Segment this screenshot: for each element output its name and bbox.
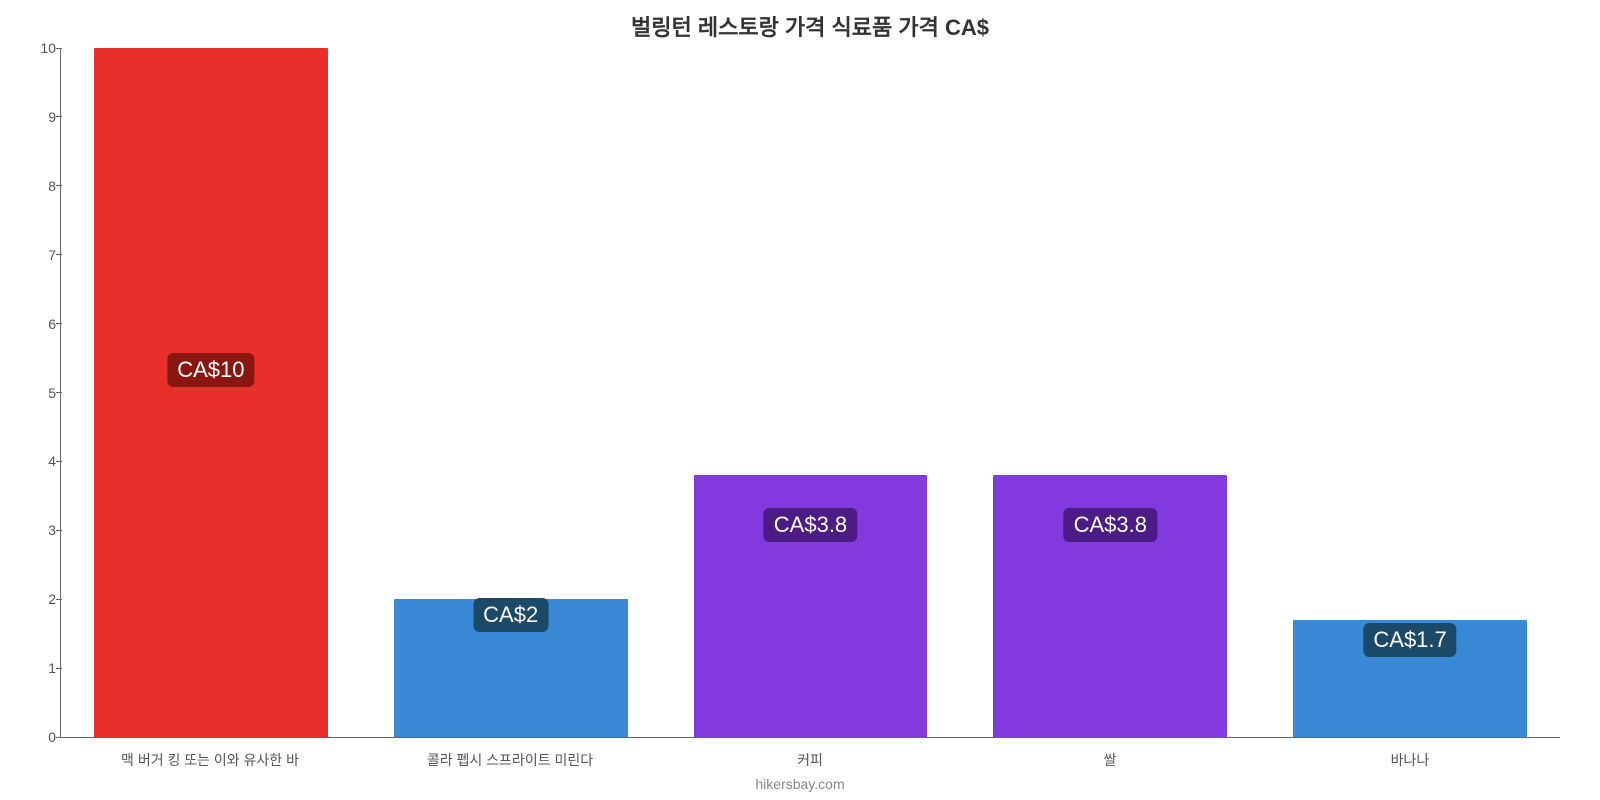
x-tick-label: 콜라 펩시 스프라이트 미린다	[360, 750, 660, 770]
bar-slot: CA$1.7	[1260, 48, 1560, 737]
bar-value-label: CA$3.8	[764, 508, 857, 542]
y-axis: 012345678910	[21, 48, 56, 737]
bar-slot: CA$3.8	[661, 48, 961, 737]
x-tick-label: 바나나	[1260, 750, 1560, 770]
bar-slot: CA$10	[61, 48, 361, 737]
y-tick-label: 0	[21, 729, 56, 745]
y-tick-label: 8	[21, 178, 56, 194]
bar-value-label: CA$2	[473, 598, 548, 632]
plot-area: 012345678910 CA$10CA$2CA$3.8CA$3.8CA$1.7	[60, 48, 1560, 738]
bar: CA$2	[394, 599, 628, 737]
price-bar-chart: 벌링턴 레스토랑 가격 식료품 가격 CA$ 0 1 2 3 4 5 6 7 8 9 10 CA$1…	[0, 0, 1600, 800]
bar: CA$1.7	[1293, 620, 1527, 737]
bar-slot: CA$2	[361, 48, 661, 737]
x-axis-labels: 맥 버거 킹 또는 이와 유사한 바콜라 펩시 스프라이트 미린다커피쌀바나나	[60, 750, 1560, 770]
x-tick-label: 쌀	[960, 750, 1260, 770]
y-tick-label: 9	[21, 109, 56, 125]
y-tick-label: 10	[21, 40, 56, 56]
bar-slot: CA$3.8	[960, 48, 1260, 737]
attribution-text: hikersbay.com	[0, 776, 1600, 792]
bars-wrap: CA$10 CA$2 CA$3.8 CA$3.8 CA$1.7	[61, 48, 1560, 737]
y-tick-label: 5	[21, 385, 56, 401]
y-tick-label: 4	[21, 453, 56, 469]
bar-value-label: CA$3.8	[1064, 508, 1157, 542]
bar: CA$3.8	[993, 475, 1227, 737]
chart-title: 벌링턴 레스토랑 가격 식료품 가격 CA$	[60, 10, 1560, 42]
y-tick-label: 1	[21, 660, 56, 676]
y-tick-label: 3	[21, 522, 56, 538]
bar: CA$3.8	[694, 475, 928, 737]
bar-value-label: CA$10	[167, 353, 254, 387]
y-tick-label: 2	[21, 591, 56, 607]
x-tick-label: 커피	[660, 750, 960, 770]
bar: CA$10	[94, 48, 328, 737]
y-tick-label: 7	[21, 247, 56, 263]
y-tick-label: 6	[21, 316, 56, 332]
bar-value-label: CA$1.7	[1363, 623, 1456, 657]
x-tick-label: 맥 버거 킹 또는 이와 유사한 바	[60, 750, 360, 770]
